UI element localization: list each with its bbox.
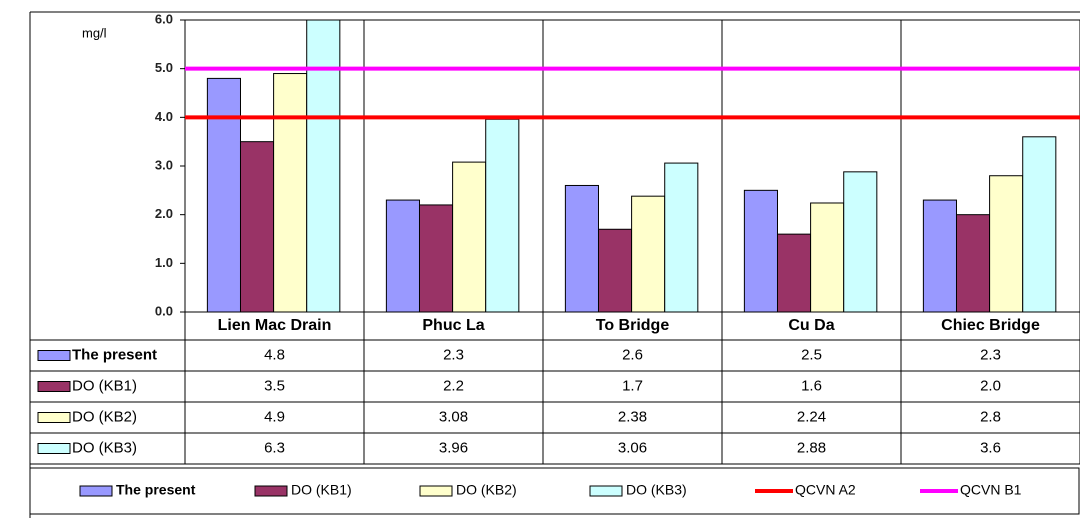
legend-swatch [419,485,453,497]
table-cell: 2.38 [618,408,647,425]
y-tick-label: 5.0 [155,60,173,75]
legend-label: DO (KB2) [456,482,517,498]
bar [452,161,487,312]
table-cell: 2.3 [980,346,1001,363]
table-row-label: DO (KB1) [72,377,137,394]
table-row-label: DO (KB2) [72,408,137,425]
bar [955,214,991,312]
x-tick-label: Phuc La [422,317,484,334]
bar [239,141,275,312]
bar [743,189,778,312]
table-cell: 1.7 [622,377,643,394]
bar [922,199,957,312]
bar [989,175,1024,312]
table-swatch [37,350,71,361]
bar [485,118,520,312]
table-cell: 2.5 [801,346,822,363]
y-tick-label: 3.0 [155,157,173,172]
table-cell: 2.3 [443,346,464,363]
table-cell: 2.88 [797,439,826,456]
x-tick-label: Lien Mac Drain [218,317,332,334]
bar [776,233,812,312]
table-cell: 6.3 [264,439,285,456]
x-tick-label: To Bridge [596,317,670,334]
legend-label: QCVN B1 [960,482,1022,498]
table-cell: 2.8 [980,408,1001,425]
table-cell: 1.6 [801,377,822,394]
legend-box [29,467,1080,515]
bar [810,202,845,312]
bar [306,20,341,312]
y-tick-label: 0.0 [155,303,173,318]
table-swatch [37,381,71,392]
legend-swatch [79,485,113,497]
bar [273,73,308,312]
legend-label: The present [116,482,196,498]
legend-label: QCVN A2 [795,482,856,498]
x-tick-label: Chiec Bridge [941,317,1040,334]
legend-label: DO (KB3) [626,482,687,498]
bar [631,195,666,312]
table-cell: 2.0 [980,377,1001,394]
y-tick-label: 6.0 [155,11,173,26]
table-row-label: The present [72,346,157,363]
bar [418,204,454,312]
table-cell: 4.9 [264,408,285,425]
table-cell: 2.6 [622,346,643,363]
table-cell: 2.24 [797,408,826,425]
table-cell: 3.6 [980,439,1001,456]
bar [564,184,599,312]
table-cell: 4.8 [264,346,285,363]
bar [385,199,420,312]
y-tick-label: 1.0 [155,255,173,270]
y-tick-label: 4.0 [155,109,173,124]
legend-label: DO (KB1) [291,482,352,498]
table-swatch [37,412,71,423]
table-row-label: DO (KB3) [72,439,137,456]
table-cell: 3.08 [439,408,468,425]
y-tick-label: 2.0 [155,206,173,221]
table-cell: 3.96 [439,439,468,456]
y-axis-label: mg/l [82,25,107,40]
bar [1022,136,1057,312]
bar [206,77,241,312]
table-cell: 3.5 [264,377,285,394]
legend-swatch [589,485,623,497]
x-tick-label: Cu Da [788,317,834,334]
table-swatch [37,443,71,454]
legend-swatch [254,485,288,497]
table-cell: 2.2 [443,377,464,394]
bar [664,162,699,312]
table-cell: 3.06 [618,439,647,456]
bar [597,228,633,312]
bar [843,171,878,312]
